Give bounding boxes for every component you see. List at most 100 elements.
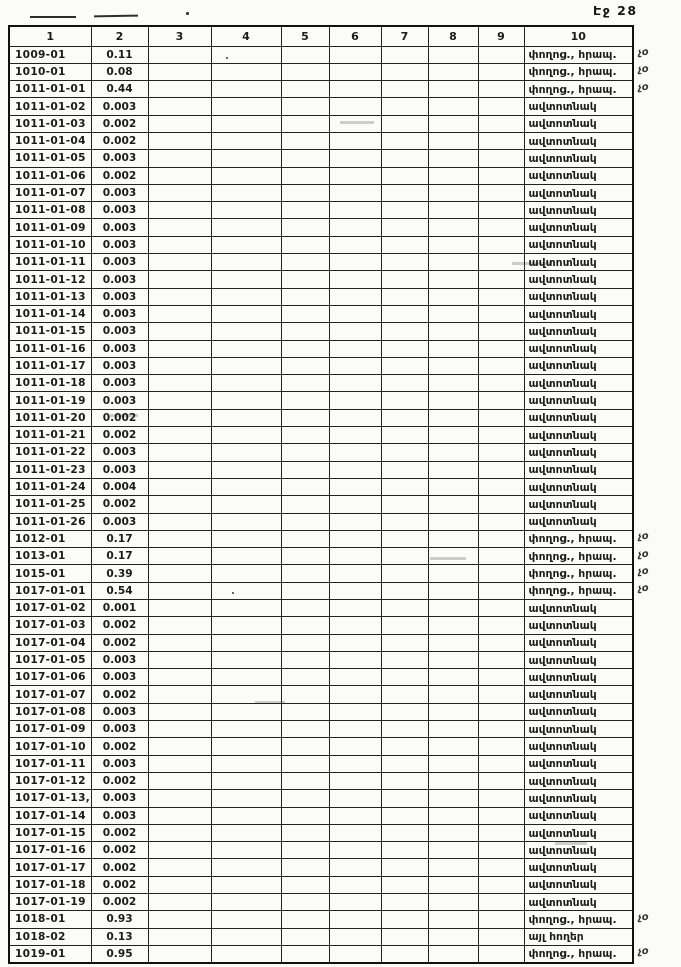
- area-value-cell: 0.003: [90, 253, 149, 272]
- empty-cell: [328, 97, 382, 116]
- empty-cell: [380, 598, 429, 618]
- empty-cell: [210, 270, 282, 289]
- empty-cell: [210, 131, 282, 151]
- empty-cell: [280, 443, 330, 462]
- parcel-id-cell: 1017-01-12: [8, 771, 92, 791]
- area-value-cell: 0.13: [90, 927, 149, 946]
- empty-cell: [477, 616, 525, 635]
- land-use-cell: ավտոտնակ: [523, 806, 634, 825]
- column-header: 3: [147, 25, 212, 47]
- area-value-cell: 0.002: [90, 408, 149, 428]
- empty-cell: [477, 374, 525, 393]
- parcel-id-cell: 1017-01-07: [8, 685, 92, 704]
- empty-cell: [328, 893, 382, 912]
- empty-cell: [427, 495, 479, 514]
- area-value-cell: 0.003: [90, 356, 149, 376]
- empty-cell: [427, 927, 479, 946]
- land-use-cell: ավտոտնակ: [523, 426, 634, 445]
- empty-cell: [328, 80, 382, 99]
- empty-cell: [427, 114, 479, 133]
- empty-cell: [280, 45, 330, 64]
- table-row: 1017-01-08 0.003 ավտոտնակ: [8, 702, 634, 722]
- empty-cell: [280, 668, 330, 687]
- empty-cell: [380, 564, 429, 583]
- empty-cell: [380, 443, 429, 462]
- empty-cell: [210, 720, 282, 739]
- empty-cell: [380, 253, 429, 272]
- parcel-id-cell: 1017-01-08: [8, 702, 92, 722]
- empty-cell: [427, 944, 479, 964]
- area-value-cell: 0.002: [90, 495, 149, 514]
- table-row: 1015-01 0.39 փողոց., հրապ.: [8, 564, 634, 583]
- land-use-cell: ավտոտնակ: [523, 893, 634, 912]
- empty-cell: [210, 304, 282, 324]
- empty-cell: [328, 218, 382, 237]
- empty-cell: [380, 97, 429, 116]
- empty-cell: [147, 650, 212, 670]
- area-value-cell: 0.003: [90, 512, 149, 531]
- area-value-cell: 0.003: [90, 149, 149, 168]
- land-use-cell: ավտոտնակ: [523, 304, 634, 324]
- empty-cell: [380, 391, 429, 410]
- empty-cell: [280, 339, 330, 358]
- empty-cell: [147, 339, 212, 358]
- empty-cell: [328, 547, 382, 566]
- empty-cell: [210, 598, 282, 618]
- empty-cell: [280, 823, 330, 843]
- empty-cell: [280, 322, 330, 341]
- empty-cell: [477, 408, 525, 428]
- empty-cell: [477, 62, 525, 82]
- data-table: 1 2 3 4 5 6 7 8 9 10 1009-01 0.11 փողոց., հրապ. 1…: [8, 25, 634, 964]
- empty-cell: [210, 650, 282, 670]
- empty-cell: [280, 80, 330, 99]
- empty-cell: [477, 737, 525, 756]
- area-value-cell: 0.003: [90, 650, 149, 670]
- area-value-cell: 0.002: [90, 426, 149, 445]
- empty-cell: [477, 789, 525, 808]
- empty-cell: [147, 598, 212, 618]
- empty-cell: [427, 581, 479, 601]
- empty-cell: [210, 944, 282, 964]
- empty-cell: [210, 910, 282, 929]
- area-value-cell: 0.003: [90, 339, 149, 358]
- empty-cell: [380, 893, 429, 912]
- parcel-id-cell: 1011-01-20: [8, 408, 92, 428]
- empty-cell: [427, 702, 479, 722]
- table-row: 1011-01-05 0.003 ավտոտնակ: [8, 149, 634, 168]
- empty-cell: [380, 737, 429, 756]
- land-use-cell: փողոց., հրապ.: [523, 45, 634, 64]
- empty-cell: [427, 166, 479, 185]
- area-value-cell: 0.39: [90, 564, 149, 583]
- empty-cell: [427, 720, 479, 739]
- empty-cell: [147, 131, 212, 151]
- empty-cell: [328, 858, 382, 877]
- empty-cell: [427, 460, 479, 479]
- scan-artifact: [186, 12, 189, 15]
- table-row: 1011-01-26 0.003 ավտոտնակ: [8, 512, 634, 531]
- empty-cell: [328, 166, 382, 185]
- area-value-cell: 0.003: [90, 754, 149, 773]
- empty-cell: [477, 858, 525, 877]
- land-use-cell: ավտոտնակ: [523, 235, 634, 255]
- table-row: 1018-02 0.13 այլ հողեր: [8, 927, 634, 946]
- column-header: 9: [477, 25, 525, 47]
- parcel-id-cell: 1011-01-04: [8, 131, 92, 151]
- empty-cell: [328, 754, 382, 773]
- empty-cell: [477, 426, 525, 445]
- area-value-cell: 0.002: [90, 616, 149, 635]
- empty-cell: [210, 737, 282, 756]
- empty-cell: [328, 616, 382, 635]
- empty-cell: [477, 339, 525, 358]
- area-value-cell: 0.003: [90, 668, 149, 687]
- land-use-cell: ավտոտնակ: [523, 166, 634, 185]
- table-row: 1011-01-17 0.003 ավտոտնակ: [8, 356, 634, 376]
- column-header: 7: [380, 25, 429, 47]
- table-row: 1017-01-03 0.002 ավտոտնակ: [8, 616, 634, 635]
- area-value-cell: 0.002: [90, 858, 149, 877]
- empty-cell: [328, 426, 382, 445]
- empty-cell: [147, 253, 212, 272]
- column-header: 1: [8, 25, 92, 47]
- empty-cell: [380, 62, 429, 82]
- handwritten-note: չօ: [637, 548, 649, 561]
- area-value-cell: 0.003: [90, 218, 149, 237]
